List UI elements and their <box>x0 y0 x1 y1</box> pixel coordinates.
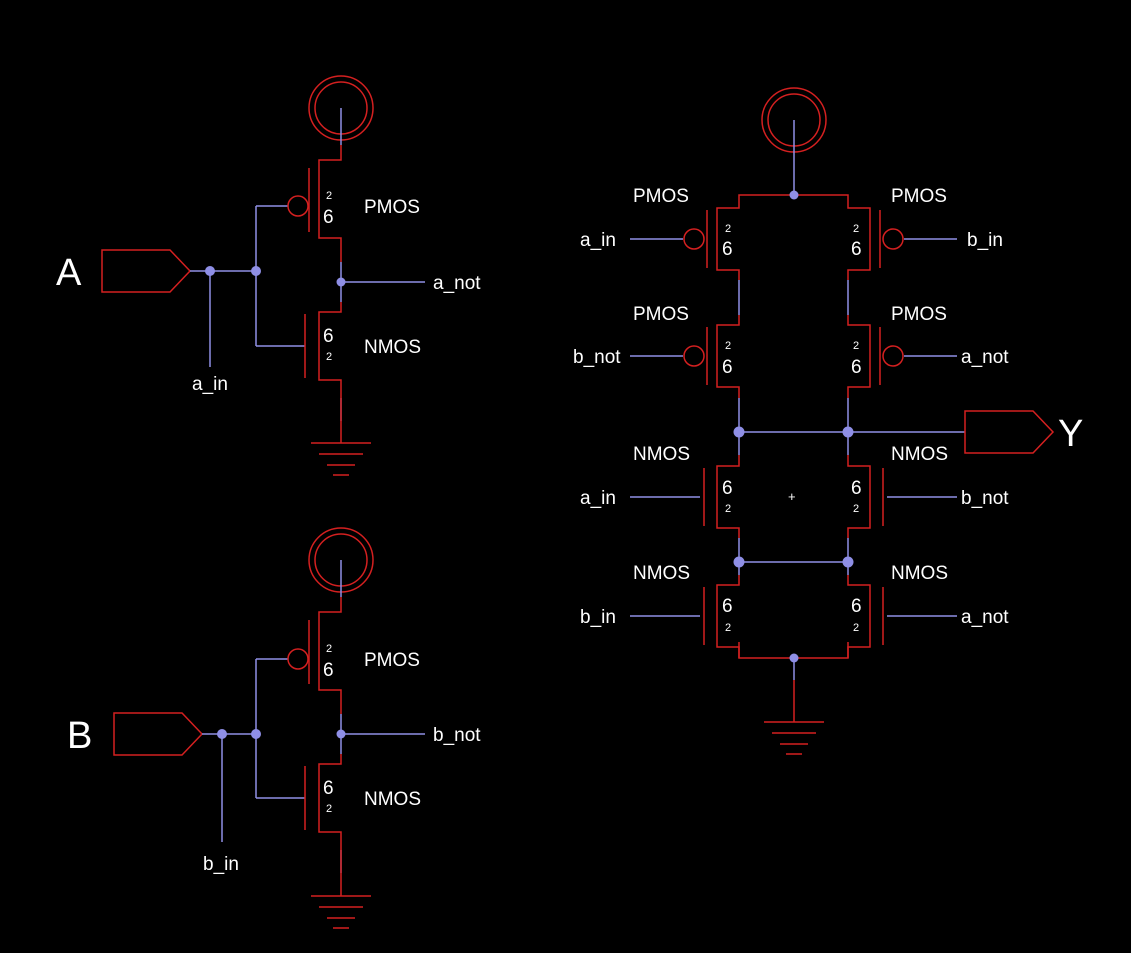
transistor-type-label: NMOS <box>633 563 690 584</box>
junction-dot <box>789 653 799 663</box>
nmos-transistor <box>304 754 342 850</box>
output-port-y[interactable] <box>964 410 1055 454</box>
nmos-length: 2 <box>326 351 332 363</box>
junction-dot <box>336 729 346 739</box>
transistor-width: 6 <box>722 357 733 378</box>
transistor-length: 2 <box>853 503 859 515</box>
nmos-length: 2 <box>326 803 332 815</box>
nmos-width: 6 <box>323 778 334 799</box>
nmos-label: NMOS <box>364 337 421 358</box>
center-mark: + <box>788 489 796 504</box>
pmos-transistor <box>287 145 342 262</box>
ground-symbol <box>311 398 371 476</box>
input-port-b-label: B <box>67 715 92 757</box>
nmos-transistor <box>304 302 342 398</box>
pmos-transistor <box>287 597 342 714</box>
output-port-y-label: Y <box>1058 413 1083 455</box>
gate-net-label: a_not <box>961 607 1009 628</box>
junction-dot <box>733 426 745 438</box>
ground-symbol <box>764 680 824 755</box>
transistor-length: 2 <box>725 340 731 352</box>
transistor-type-label: PMOS <box>633 304 689 325</box>
transistor-type-label: PMOS <box>891 304 947 325</box>
transistor-width: 6 <box>851 239 862 260</box>
junction-dot <box>205 266 215 276</box>
pmos-label: PMOS <box>364 650 420 671</box>
net-label-a-not: a_not <box>433 273 481 294</box>
junction-dot <box>733 556 745 568</box>
transistor-length: 2 <box>725 622 731 634</box>
transistor-width: 6 <box>722 478 733 499</box>
transistor-type-label: PMOS <box>891 186 947 207</box>
gate-net-label: b_in <box>967 230 1003 251</box>
inverter-a: A 2 6 PMOS <box>56 75 481 476</box>
pmos-transistor <box>847 315 904 398</box>
transistor-type-label: PMOS <box>633 186 689 207</box>
pmos-transistor <box>683 206 740 280</box>
ground-symbol <box>311 850 371 929</box>
transistor-width: 6 <box>851 596 862 617</box>
transistor-width: 6 <box>722 239 733 260</box>
pmos-width: 6 <box>323 207 334 228</box>
transistor-width: 6 <box>722 596 733 617</box>
nmos-transistor <box>847 455 884 538</box>
pmos-transistor <box>847 206 904 280</box>
transistor-type-label: NMOS <box>891 444 948 465</box>
transistor-length: 2 <box>853 622 859 634</box>
nmos-width: 6 <box>323 326 334 347</box>
pmos-transistor <box>683 315 740 398</box>
pmos-label: PMOS <box>364 197 420 218</box>
junction-dot <box>217 729 227 739</box>
junction-dot <box>842 556 854 568</box>
gate-net-label: a_in <box>580 488 616 509</box>
gate-net-label: a_not <box>961 347 1009 368</box>
nmos-transistor <box>703 575 740 658</box>
gate-net-label: b_not <box>961 488 1009 509</box>
transistor-length: 2 <box>853 340 859 352</box>
nmos-label: NMOS <box>364 789 421 810</box>
net-label-a-in: a_in <box>192 374 228 395</box>
gate-net-label: a_in <box>580 230 616 251</box>
transistor-type-label: NMOS <box>633 444 690 465</box>
xor-gate: Y + PMOS a_in 2 6 PMOS b_in 2 6 PMOS b_n… <box>573 87 1083 755</box>
inverter-b: B 2 6 PMOS 6 <box>67 527 481 929</box>
junction-dot <box>251 266 261 276</box>
input-port-b[interactable] <box>113 712 204 756</box>
transistor-width: 6 <box>851 357 862 378</box>
input-port-a-label: A <box>56 252 82 294</box>
nmos-transistor <box>703 455 740 538</box>
transistor-type-label: NMOS <box>891 563 948 584</box>
pmos-width: 6 <box>323 660 334 681</box>
transistor-length: 2 <box>725 223 731 235</box>
transistor-length: 2 <box>853 223 859 235</box>
junction-dot <box>251 729 261 739</box>
nmos-transistor <box>847 575 884 658</box>
gate-net-label: b_in <box>580 607 616 628</box>
transistor-width: 6 <box>851 478 862 499</box>
pmos-length: 2 <box>326 190 332 202</box>
input-port-a[interactable] <box>101 249 192 293</box>
junction-dot <box>336 277 346 287</box>
net-label-b-not: b_not <box>433 725 481 746</box>
junction-dot <box>789 190 799 200</box>
junction-dot <box>842 426 854 438</box>
net-label-b-in: b_in <box>203 854 239 875</box>
gate-net-label: b_not <box>573 347 621 368</box>
pmos-length: 2 <box>326 643 332 655</box>
transistor-length: 2 <box>725 503 731 515</box>
